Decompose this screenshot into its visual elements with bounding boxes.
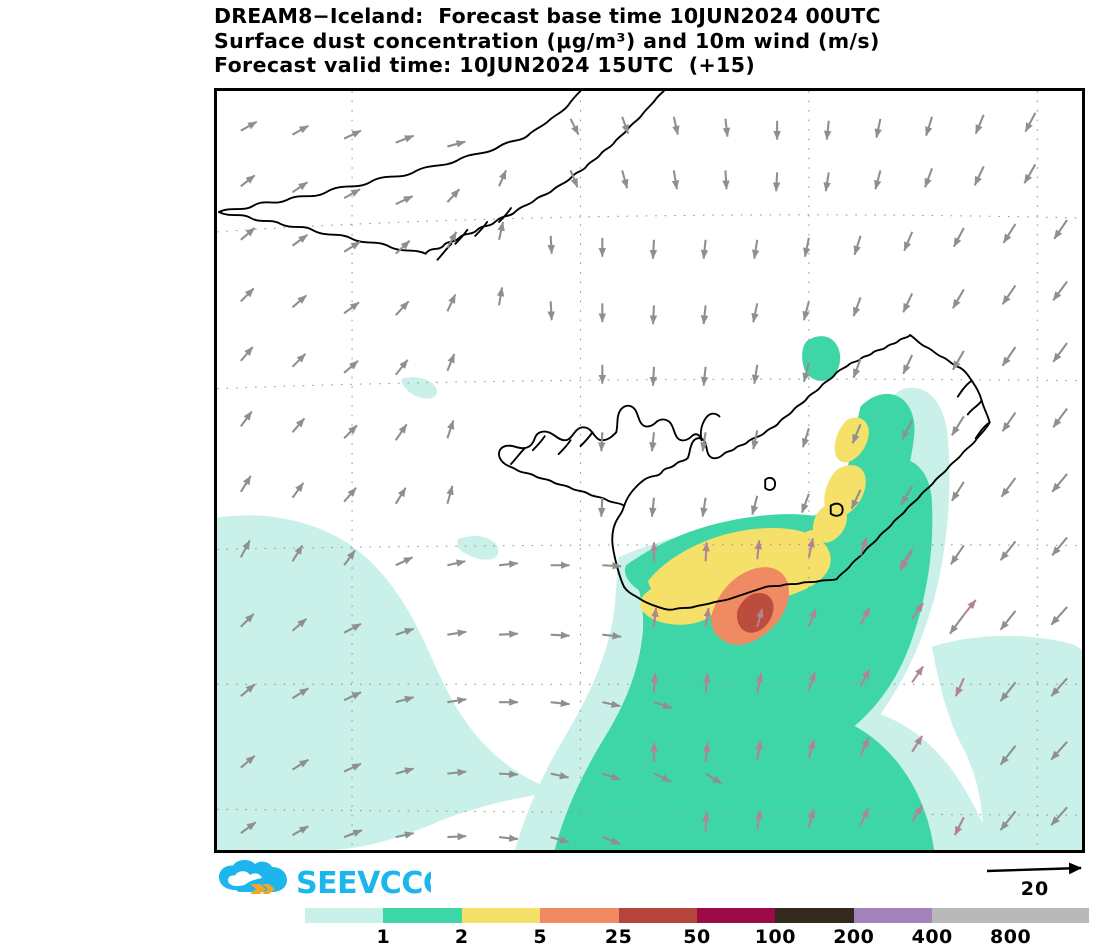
wind-scale-label: 20 [1020,878,1050,900]
title-line-variable: Surface dust concentration (μg/m³) and 1… [214,28,880,53]
wind-scale-arrow [986,862,1082,875]
map-gridlines [217,91,1082,850]
wind-vectors-over-dust [650,537,977,836]
dust-band-1-2-south [932,635,1082,850]
colorbar-label-6: 200 [833,926,875,948]
colorbar-label-7: 400 [911,926,953,948]
title-line-valid-time: Forecast valid time: 10JUN2024 15UTC (+1… [214,53,756,77]
colorbar-segments [305,908,1090,923]
colorbar-tick-labels: 1 2 5 25 50 100 200 400 800 [305,926,1089,950]
colorbar[interactable]: 1 2 5 25 50 100 200 400 800 [305,908,1090,950]
seevccc-logo: SEEVCCC [216,860,431,902]
colorbar-segment-9 [1010,908,1090,923]
colorbar-label-8: 800 [990,926,1032,948]
dust-band-50-100 [737,593,774,633]
map-canvas [217,91,1082,850]
page-title: DREAM8−Iceland: Forecast base time 10JUN… [214,4,1094,78]
forecast-map[interactable] [214,88,1085,853]
dust-band-1-2-tip [457,535,499,560]
cloud-icon [219,860,287,894]
logo-text: SEEVCCC [296,866,431,901]
colorbar-label-2: 5 [533,926,548,948]
wind-scale-reference: 20 [985,862,1090,902]
colorbar-label-4: 50 [683,926,711,948]
wind-vectors [239,112,1068,846]
dust-band-1-2 [217,515,559,850]
colorbar-segment-3 [540,908,619,923]
colorbar-segment-6 [775,908,854,923]
colorbar-segment-4 [618,908,698,923]
colorbar-segment-0 [305,908,384,923]
dust-band-2-5-fjord [802,336,841,381]
colorbar-label-0: 1 [376,926,391,948]
colorbar-segment-2 [461,908,541,923]
title-line-base-time: DREAM8−Iceland: Forecast base time 10JUN… [214,4,881,28]
colorbar-label-3: 25 [604,926,633,948]
colorbar-label-1: 2 [454,926,469,948]
dust-band-1-2-west-small [401,377,438,399]
colorbar-segment-1 [383,908,462,923]
colorbar-segment-7 [853,908,933,923]
colorbar-segment-8 [932,908,1011,923]
colorbar-label-5: 100 [754,926,796,948]
logo-svg: SEEVCCC [219,860,431,901]
colorbar-segment-5 [697,908,776,923]
coastline [218,91,991,611]
